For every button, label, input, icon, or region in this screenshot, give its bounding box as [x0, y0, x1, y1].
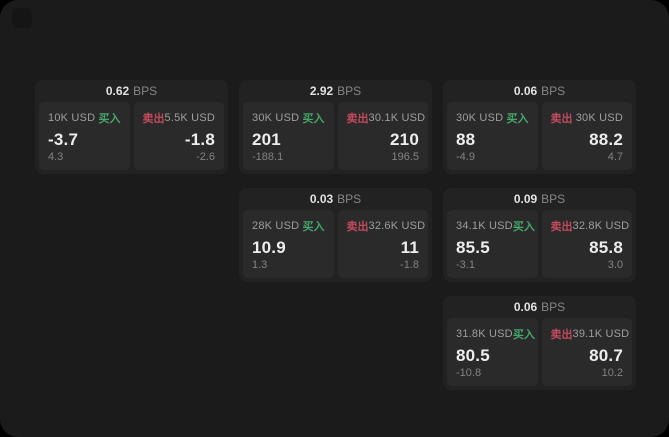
sell-notional: 39.1K USD — [572, 328, 630, 340]
buy-side-label: 买入 — [506, 113, 529, 125]
quote-card: 2.92 BPS 30K USD 买入 201 -188.1 卖出 30.1K … — [239, 80, 432, 174]
bps-value: 0.62 — [105, 84, 130, 98]
sell-side-label: 卖出 — [142, 113, 165, 125]
sell-panel[interactable]: 卖出 32.8K USD 85.8 3.0 — [541, 210, 632, 278]
sell-notional: 30K USD — [575, 112, 623, 124]
buy-side-label: 买入 — [302, 221, 325, 233]
bps-unit-label: BPS — [541, 192, 566, 206]
bps-unit-label: BPS — [541, 84, 566, 98]
sell-sub-value: 4.7 — [607, 151, 623, 163]
buy-panel[interactable]: 28K USD 买入 10.9 1.3 — [243, 210, 334, 278]
bps-header: 0.06 BPS — [447, 296, 632, 318]
buy-panel[interactable]: 30K USD 买入 88 -4.9 — [447, 102, 538, 170]
buy-side-label: 买入 — [302, 113, 325, 125]
bps-header: 0.62 BPS — [39, 80, 224, 102]
buy-panel[interactable]: 30K USD 买入 201 -188.1 — [243, 102, 334, 170]
sell-panel[interactable]: 卖出 32.6K USD 11 -1.8 — [337, 210, 428, 278]
bps-value: 2.92 — [309, 84, 334, 98]
bps-header: 0.09 BPS — [447, 188, 632, 210]
buy-price: 88 — [456, 129, 476, 149]
bps-header: 0.03 BPS — [243, 188, 428, 210]
sell-notional: 30.1K USD — [368, 112, 426, 124]
buy-price: -3.7 — [48, 129, 79, 149]
sell-side-label: 卖出 — [550, 113, 573, 125]
sell-price: 210 — [390, 129, 419, 149]
buy-panel[interactable]: 34.1K USD 买入 85.5 -3.1 — [447, 210, 538, 278]
buy-notional: 34.1K USD — [456, 220, 513, 232]
buy-notional: 28K USD — [252, 220, 300, 232]
buy-sub-value: 1.3 — [252, 259, 268, 271]
sell-side-label: 卖出 — [346, 113, 369, 125]
bps-header: 2.92 BPS — [243, 80, 428, 102]
buy-sub-value: 4.3 — [48, 151, 64, 163]
sell-side-label: 卖出 — [550, 221, 573, 233]
bps-unit-label: BPS — [337, 84, 362, 98]
buy-price: 80.5 — [456, 345, 490, 365]
sell-price: -1.8 — [184, 129, 215, 149]
quote-card: 0.09 BPS 34.1K USD 买入 85.5 -3.1 卖出 32.8K… — [443, 188, 636, 282]
sell-price: 88.2 — [589, 129, 623, 149]
sell-sub-value: 3.0 — [607, 259, 623, 271]
bps-unit-label: BPS — [133, 84, 158, 98]
buy-price: 201 — [252, 129, 281, 149]
bps-value: 0.06 — [513, 300, 538, 314]
buy-side-label: 买入 — [98, 113, 121, 125]
sell-panel[interactable]: 卖出 30K USD 88.2 4.7 — [541, 102, 632, 170]
buy-price: 85.5 — [456, 237, 490, 257]
sell-sub-value: -1.8 — [400, 259, 419, 271]
quote-card: 0.62 BPS 10K USD 买入 -3.7 4.3 卖出 5.5K USD — [35, 80, 228, 174]
buy-panel[interactable]: 31.8K USD 买入 80.5 -10.8 — [447, 318, 538, 386]
sell-price: 11 — [400, 237, 419, 257]
buy-sub-value: -3.1 — [456, 259, 475, 271]
quote-card: 0.03 BPS 28K USD 买入 10.9 1.3 卖出 32.6K US… — [239, 188, 432, 282]
sell-side-label: 卖出 — [346, 221, 369, 233]
sell-notional: 32.8K USD — [572, 220, 630, 232]
buy-notional: 30K USD — [252, 112, 300, 124]
sell-sub-value: 196.5 — [391, 151, 419, 163]
quote-grid: 0.62 BPS 10K USD 买入 -3.7 4.3 卖出 5.5K USD — [35, 80, 636, 390]
buy-side-label: 买入 — [512, 329, 535, 341]
buy-sub-value: -10.8 — [456, 367, 482, 379]
sell-price: 80.7 — [589, 345, 623, 365]
sell-side-label: 卖出 — [550, 329, 573, 341]
bps-value: 0.03 — [309, 192, 334, 206]
sell-panel[interactable]: 卖出 5.5K USD -1.8 -2.6 — [133, 102, 224, 170]
sell-price: 85.8 — [589, 237, 623, 257]
bps-unit-label: BPS — [337, 192, 362, 206]
buy-sub-value: -4.9 — [456, 151, 475, 163]
sell-notional: 32.6K USD — [368, 220, 426, 232]
buy-notional: 31.8K USD — [456, 328, 513, 340]
bps-value: 0.06 — [513, 84, 538, 98]
menu-icon[interactable] — [12, 8, 32, 28]
quote-card: 0.06 BPS 30K USD 买入 88 -4.9 卖出 30K USD — [443, 80, 636, 174]
buy-notional: 10K USD — [48, 112, 96, 124]
buy-sub-value: -188.1 — [252, 151, 284, 163]
bps-unit-label: BPS — [541, 300, 566, 314]
sell-notional: 5.5K USD — [164, 112, 216, 124]
sell-panel[interactable]: 卖出 39.1K USD 80.7 10.2 — [541, 318, 632, 386]
buy-panel[interactable]: 10K USD 买入 -3.7 4.3 — [39, 102, 130, 170]
buy-notional: 30K USD — [456, 112, 504, 124]
sell-panel[interactable]: 卖出 30.1K USD 210 196.5 — [337, 102, 428, 170]
sell-sub-value: -2.6 — [196, 151, 215, 163]
quote-card: 0.06 BPS 31.8K USD 买入 80.5 -10.8 卖出 39.1… — [443, 296, 636, 390]
buy-side-label: 买入 — [512, 221, 535, 233]
buy-price: 10.9 — [252, 237, 286, 257]
sell-sub-value: 10.2 — [601, 367, 623, 379]
bps-header: 0.06 BPS — [447, 80, 632, 102]
bps-value: 0.09 — [513, 192, 538, 206]
